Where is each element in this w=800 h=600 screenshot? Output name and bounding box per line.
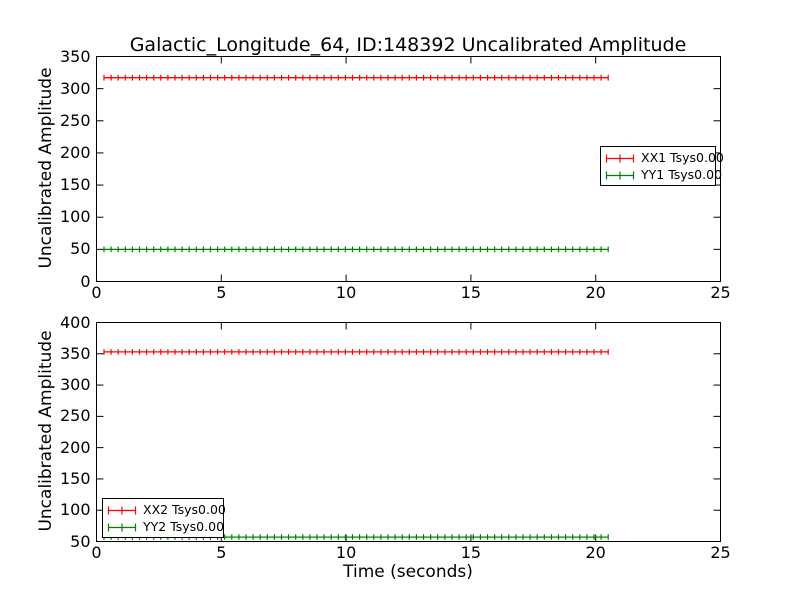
y-tick-label: 50 <box>70 239 91 259</box>
x-tick-label: 5 <box>216 542 227 562</box>
y-tick-label: 350 <box>59 46 91 66</box>
x-tick-label: 25 <box>710 542 731 562</box>
y-tick-label: 50 <box>70 531 91 551</box>
y-tick-label: 200 <box>59 437 91 457</box>
legend-entry-yy2: YY2 Tsys0.00 <box>107 518 224 535</box>
legend-entry-xx2: XX2 Tsys0.00 <box>107 501 226 518</box>
errorbar-sample-icon <box>107 521 137 532</box>
x-tick-label: 20 <box>585 282 606 302</box>
y-tick-label: 0 <box>80 271 91 291</box>
legend-label-yy2: YY2 Tsys0.00 <box>143 519 225 534</box>
y-tick-label: 100 <box>59 500 91 520</box>
errorbar-sample-icon <box>605 169 635 180</box>
x-tick-label: 5 <box>216 282 227 302</box>
x-tick-label: 25 <box>710 282 731 302</box>
errorbar-sample-icon <box>605 152 635 163</box>
legend-label-yy1: YY1 Tsys0.00 <box>641 167 723 182</box>
chart-title: Galactic_Longitude_64, ID:148392 Uncalib… <box>129 34 687 56</box>
legend-label-xx2: XX2 Tsys0.00 <box>143 502 226 517</box>
legend-bottom: XX2 Tsys0.00 YY2 Tsys0.00 <box>102 498 226 538</box>
x-axis-label: Time (seconds) <box>343 562 473 582</box>
legend-top: XX1 Tsys0.00 YY1 Tsys0.00 <box>600 146 724 186</box>
x-tick-label: 15 <box>460 542 482 562</box>
y-tick-label: 350 <box>59 343 91 363</box>
y-tick-label: 150 <box>59 175 91 195</box>
y-tick-label: 400 <box>59 312 91 332</box>
y-tick-label: 150 <box>59 468 91 488</box>
x-tick-label: 10 <box>335 542 357 562</box>
y-tick-label: 300 <box>59 78 91 98</box>
x-tick-label: 10 <box>335 282 357 302</box>
legend-entry-yy1: YY1 Tsys0.00 <box>605 166 722 183</box>
y-tick-label: 300 <box>59 375 91 395</box>
x-tick-label: 0 <box>91 282 102 302</box>
legend-entry-xx1: XX1 Tsys0.00 <box>605 149 724 166</box>
y-tick-label: 250 <box>59 110 91 130</box>
y-tick-label: 200 <box>59 142 91 162</box>
errorbar-sample-icon <box>107 504 137 515</box>
x-tick-label: 0 <box>91 542 102 562</box>
x-tick-label: 20 <box>585 542 606 562</box>
y-tick-label: 250 <box>59 406 91 426</box>
legend-label-xx1: XX1 Tsys0.00 <box>641 150 724 165</box>
y-tick-label: 100 <box>59 207 91 227</box>
x-tick-label: 15 <box>460 282 482 302</box>
